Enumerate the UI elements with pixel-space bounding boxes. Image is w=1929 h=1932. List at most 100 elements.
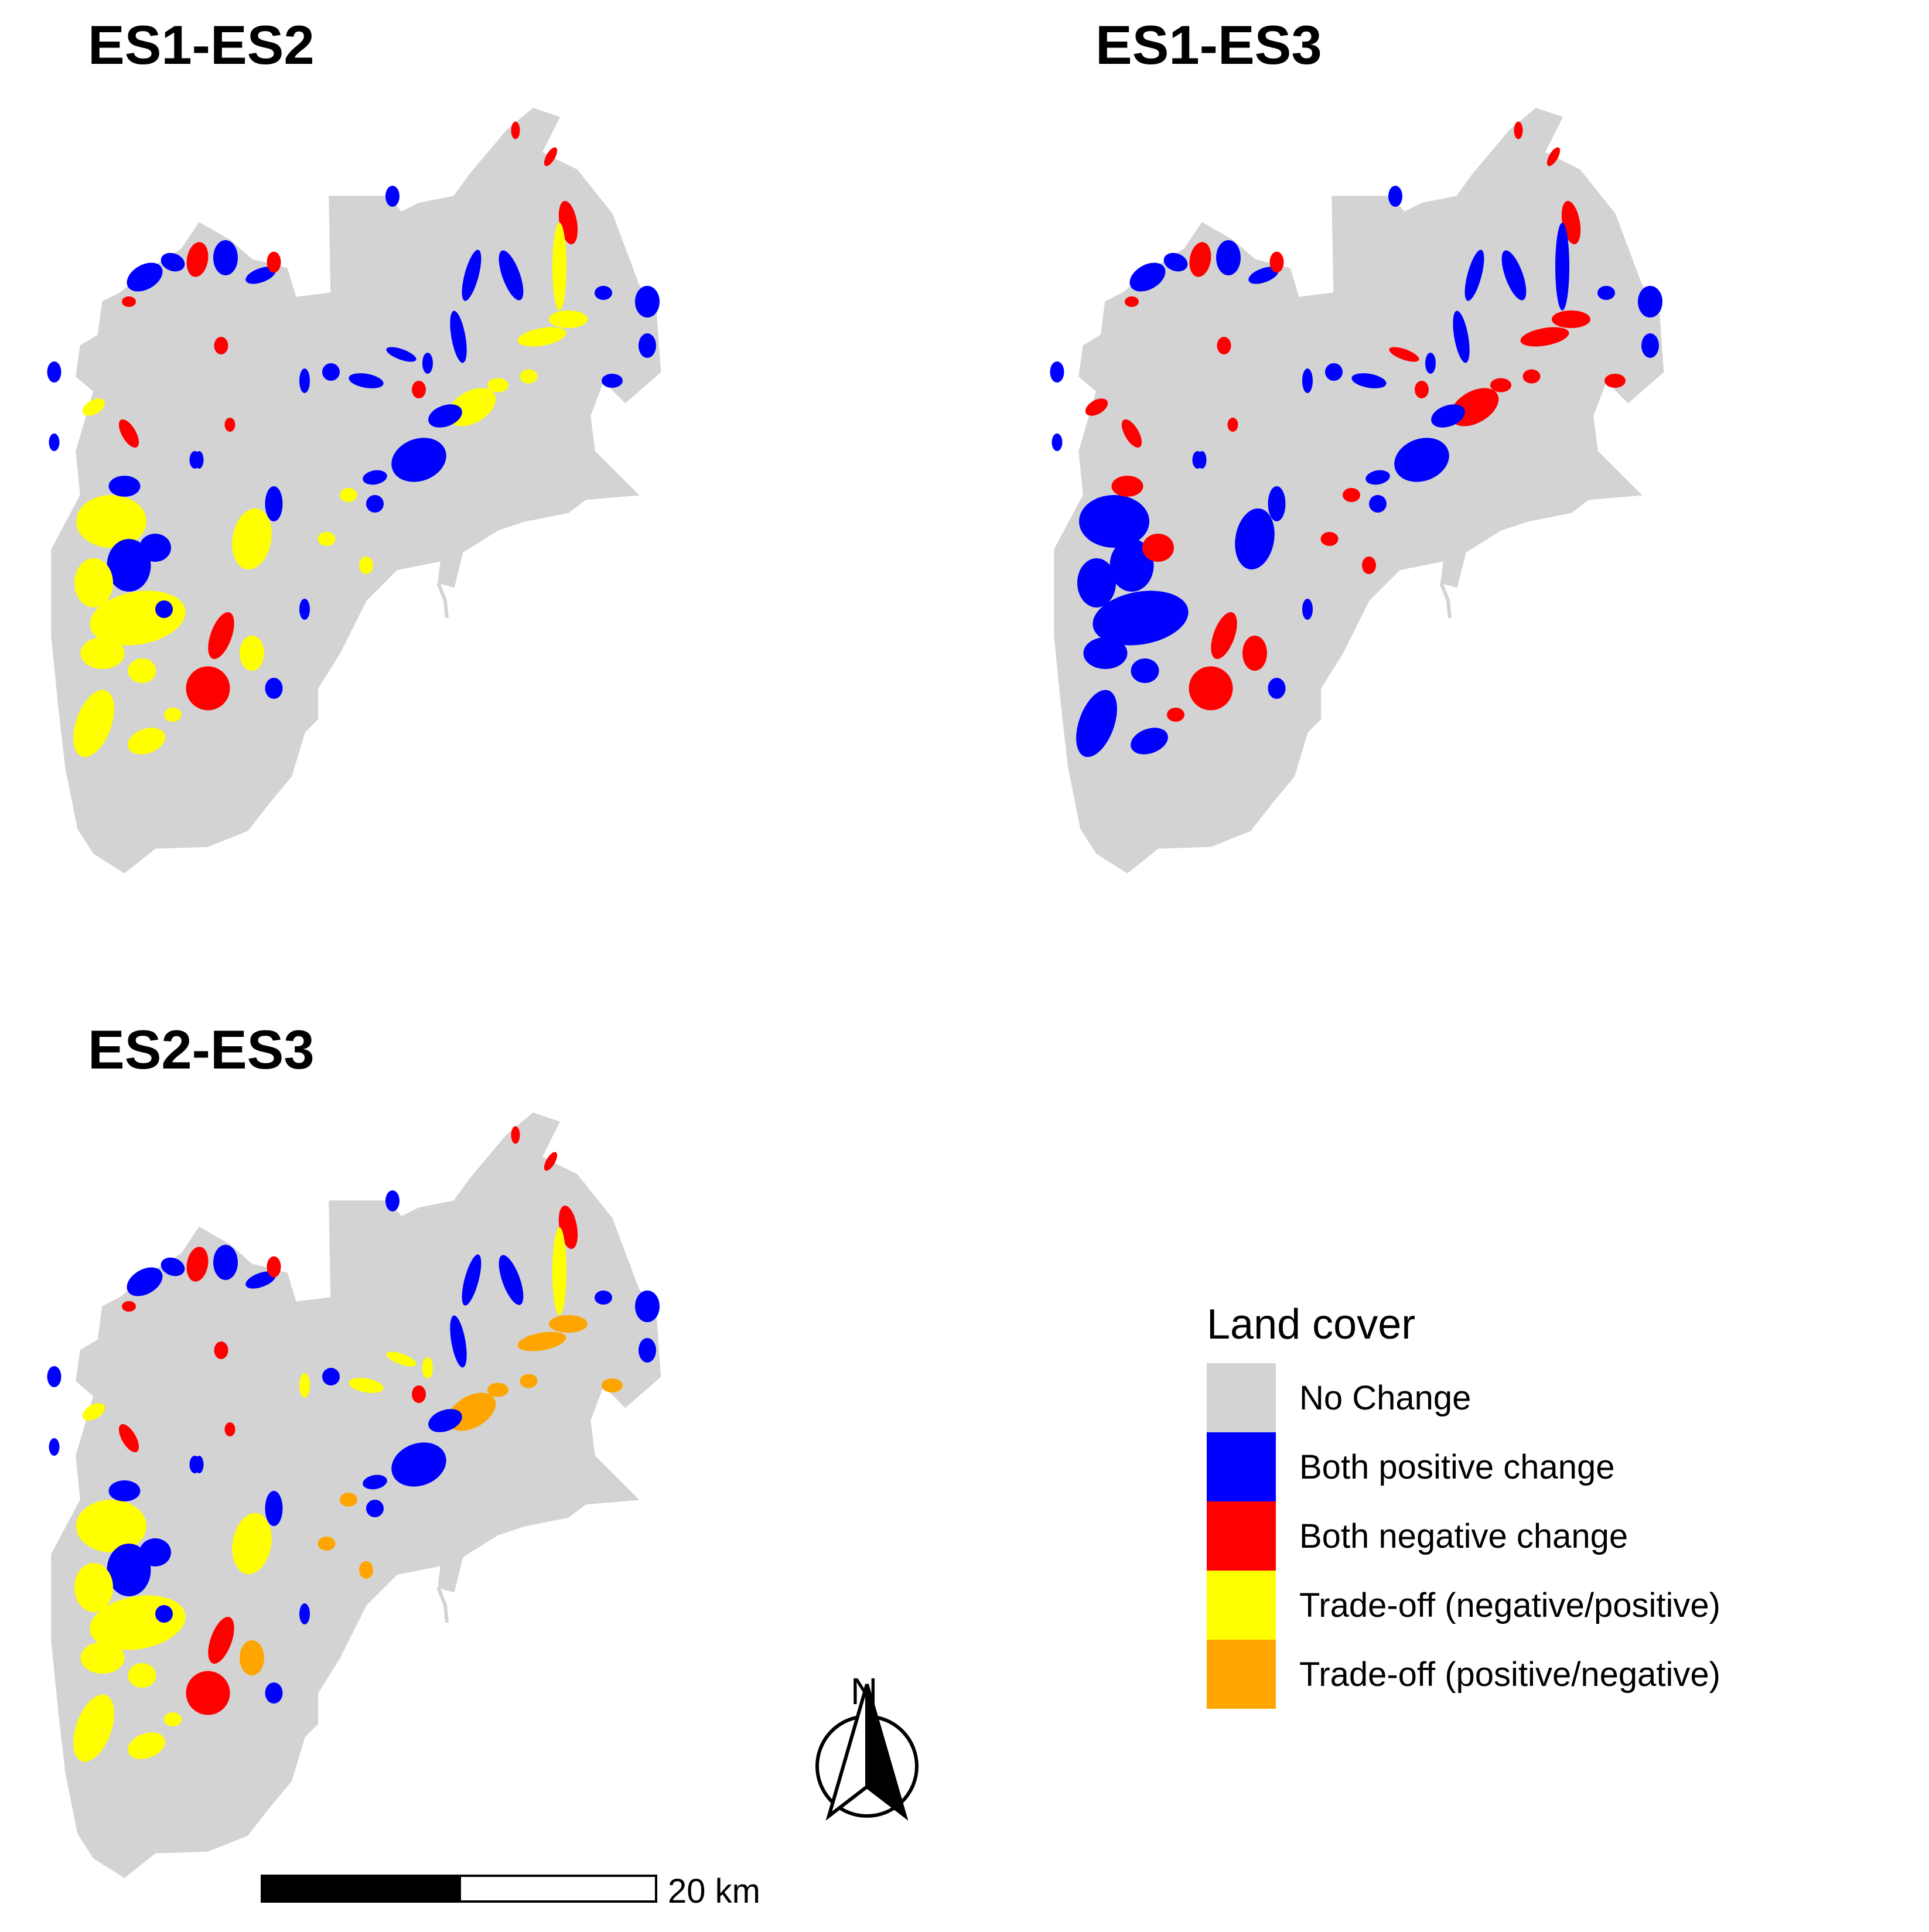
land-cover-patch: [267, 251, 281, 273]
land-cover-patch: [499, 250, 524, 301]
land-cover-patch: [194, 451, 204, 469]
land-cover-patch: [544, 1152, 558, 1171]
land-cover-patch: [299, 1603, 310, 1624]
land-cover-patch: [82, 398, 105, 416]
land-cover-patch: [1490, 378, 1511, 392]
land-cover-patch: [1343, 488, 1360, 502]
legend-swatch: [1207, 1501, 1276, 1571]
map-es2-es3: [47, 1112, 661, 1878]
land-cover-patch: [265, 1682, 283, 1704]
land-cover-patch: [139, 534, 171, 562]
land-cover-patch: [47, 361, 62, 383]
land-cover-patch: [108, 1480, 141, 1501]
land-cover-patch: [213, 240, 238, 275]
land-cover-patch: [1248, 267, 1279, 284]
land-cover-patch: [139, 1538, 171, 1566]
map-panel-es1-es2: [47, 108, 661, 873]
land-cover-patch: [1109, 539, 1154, 592]
land-cover-patch: [299, 599, 310, 620]
legend-item-tradeoff-pos-neg: Trade-off (positive/negative): [1207, 1640, 1720, 1709]
land-cover-patch: [391, 438, 446, 482]
land-cover-patch: [1211, 612, 1237, 659]
legend-label: Trade-off (positive/negative): [1299, 1655, 1720, 1694]
land-cover-patch: [385, 1190, 400, 1211]
land-cover-patch: [155, 600, 173, 618]
land-cover-patch: [108, 476, 141, 497]
land-cover-patch: [1520, 327, 1569, 347]
estuary-spit: [1439, 582, 1452, 619]
land-cover-patch: [128, 1732, 165, 1759]
land-cover-patch: [635, 1291, 660, 1322]
land-cover-patch: [340, 488, 357, 502]
land-cover-patch: [349, 1378, 384, 1393]
land-cover-patch: [1129, 262, 1166, 292]
land-cover-patch: [1365, 470, 1390, 485]
land-cover-patch: [366, 495, 384, 513]
land-cover-patch: [128, 658, 156, 683]
legend-swatch: [1207, 1571, 1276, 1640]
land-cover-patch: [462, 1254, 482, 1306]
legend: Land cover No Change Both positive chang…: [1207, 1303, 1720, 1709]
land-cover-patch: [240, 1640, 264, 1675]
land-cover-patch: [322, 363, 340, 381]
land-cover-patch: [1269, 251, 1284, 273]
land-cover-patch: [462, 250, 482, 301]
land-cover-patch: [422, 353, 433, 374]
land-cover-patch: [386, 1351, 416, 1367]
land-cover-patch: [1415, 381, 1429, 398]
land-cover-patch: [127, 262, 163, 292]
land-cover-patch: [1369, 495, 1387, 513]
land-cover-patch: [1388, 186, 1402, 207]
land-cover-patch: [1431, 404, 1465, 428]
land-cover-patch: [186, 1247, 209, 1282]
land-cover-patch: [450, 1315, 467, 1368]
map-panel-es1-es3: [1050, 108, 1664, 873]
land-cover-patch: [186, 666, 230, 711]
land-cover-patch: [74, 558, 113, 607]
land-cover-patch: [1389, 347, 1419, 362]
land-cover-patch: [47, 1366, 62, 1387]
land-cover-patch: [107, 539, 151, 592]
estuary-spit: [436, 582, 449, 619]
land-cover-patch: [1453, 310, 1470, 363]
land-cover-patch: [1079, 495, 1149, 548]
land-cover-patch: [499, 1255, 524, 1305]
land-cover-patch: [1555, 223, 1569, 310]
land-cover-patch: [595, 286, 612, 300]
legend-swatch: [1207, 1363, 1276, 1432]
land-cover-patch: [164, 1712, 182, 1726]
land-cover-patch: [214, 337, 228, 354]
land-cover-patch: [208, 1617, 234, 1664]
land-cover-patch: [1268, 678, 1286, 699]
land-cover-patch: [349, 373, 384, 388]
land-cover-patch: [511, 1126, 520, 1144]
land-cover-patch: [1197, 451, 1207, 469]
land-cover-patch: [595, 1291, 612, 1305]
land-cover-patch: [267, 1256, 281, 1278]
legend-item-both-negative: Both negative change: [1207, 1501, 1720, 1571]
land-cover-patch: [363, 1474, 387, 1490]
legend-swatch: [1207, 1640, 1276, 1709]
land-cover-patch: [450, 310, 467, 363]
land-cover-patch: [1131, 728, 1168, 755]
land-cover-patch: [549, 1315, 588, 1333]
panel-title-es1-es3: ES1-ES3: [1095, 14, 1322, 76]
land-cover-patch: [73, 1694, 114, 1762]
land-cover-patch: [265, 486, 283, 521]
land-cover-patch: [1158, 600, 1176, 618]
land-cover-patch: [1362, 557, 1376, 574]
land-cover-patch: [49, 1438, 60, 1456]
land-cover-patch: [602, 1378, 623, 1392]
land-cover-patch: [1111, 476, 1143, 497]
land-cover-patch: [73, 689, 114, 757]
land-cover-patch: [1125, 296, 1139, 307]
land-cover-patch: [186, 1671, 230, 1715]
land-cover-patch: [520, 369, 538, 384]
land-cover-patch: [1189, 242, 1211, 277]
land-cover-patch: [194, 1456, 204, 1473]
land-cover-patch: [317, 1537, 336, 1551]
land-cover-patch: [386, 347, 416, 362]
land-cover-patch: [1131, 658, 1159, 683]
map-panel-es2-es3: [47, 1112, 661, 1878]
land-cover-patch: [1242, 636, 1267, 671]
